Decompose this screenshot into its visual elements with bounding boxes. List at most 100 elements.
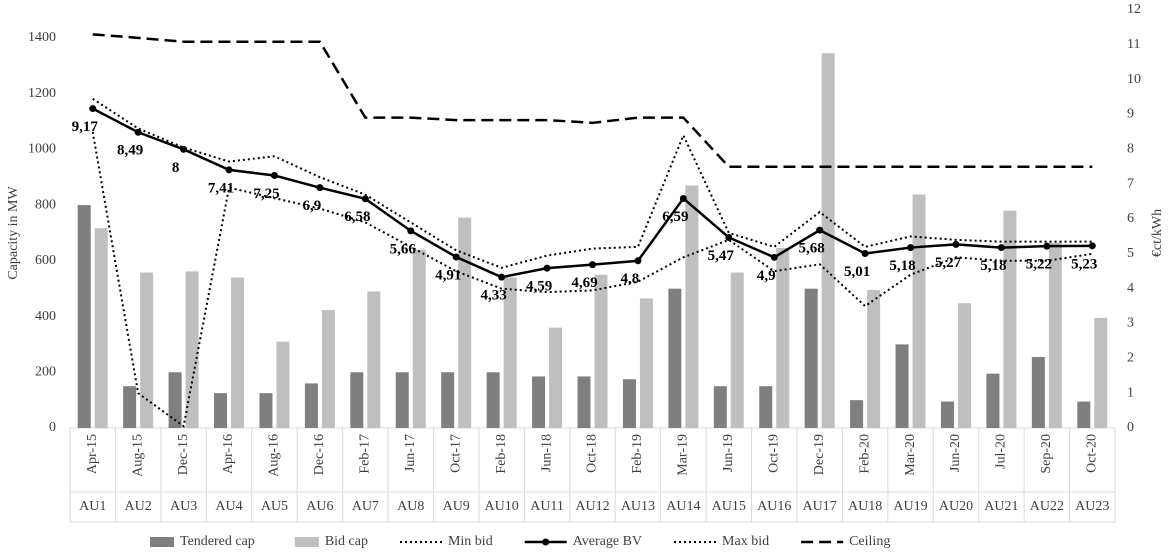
bar	[276, 341, 290, 428]
bar	[1048, 242, 1062, 428]
x-tick-label: Oct-20	[1085, 434, 1100, 473]
y-tick-label: 800	[35, 197, 56, 212]
bar	[577, 376, 591, 428]
auction-label: AU5	[261, 499, 288, 514]
marker	[725, 233, 733, 241]
x-tick-label: Dec-16	[312, 434, 327, 475]
auction-label: AU21	[984, 499, 1018, 514]
data-label: 5,66	[390, 241, 417, 257]
x-tick-label: Apr-15	[85, 434, 100, 474]
y-axis-label: Capacity in MW	[6, 186, 21, 280]
data-label: 6,9	[303, 198, 322, 214]
auction-label: AU19	[893, 499, 927, 514]
bar	[503, 277, 517, 428]
data-label: 5,18	[980, 258, 1006, 274]
y2-axis-label: €ct/kWh	[1150, 209, 1165, 257]
bar	[231, 277, 245, 428]
auction-label: AU22	[1030, 499, 1064, 514]
data-label: 5,01	[844, 264, 870, 280]
marker	[543, 264, 551, 272]
auction-label: AU6	[306, 499, 333, 514]
line	[92, 97, 1093, 269]
bar	[639, 298, 653, 428]
marker	[407, 227, 415, 235]
x-tick-label: Oct-18	[585, 434, 600, 473]
bar	[685, 185, 699, 428]
data-label: 4,9	[757, 268, 776, 284]
y-tick-label: 200	[35, 364, 56, 379]
data-label: 8	[172, 160, 180, 176]
marker	[361, 195, 369, 203]
bar	[986, 373, 1000, 428]
y2-tick-label: 11	[1127, 37, 1140, 52]
marker	[498, 273, 506, 281]
auction-label: AU11	[530, 499, 564, 514]
bar	[594, 274, 608, 428]
bar	[867, 290, 881, 428]
bar	[214, 393, 228, 428]
bar	[713, 386, 727, 428]
y-tick-label: 1200	[28, 86, 56, 101]
y2-tick-label: 7	[1127, 176, 1134, 191]
marker	[89, 105, 97, 113]
x-tick-label: Aug-15	[130, 434, 145, 477]
legend-label: Average BV	[573, 534, 642, 549]
marker	[225, 166, 233, 174]
auction-label: AU18	[848, 499, 882, 514]
bar	[821, 53, 835, 429]
auction-label: AU15	[712, 499, 746, 514]
x-tick-label: Apr-16	[221, 434, 236, 474]
y-tick-label: 1400	[28, 30, 56, 45]
auction-label: AU13	[621, 499, 655, 514]
bar	[912, 194, 926, 428]
marker	[679, 194, 687, 202]
bar	[1077, 401, 1091, 428]
bar	[1003, 210, 1017, 428]
bar	[441, 372, 455, 428]
x-tick-label: Jun-18	[539, 434, 554, 472]
data-label: 5,22	[1026, 257, 1052, 273]
auction-label: AU7	[352, 499, 379, 514]
bar	[77, 205, 91, 428]
y2-tick-label: 4	[1127, 281, 1134, 296]
data-label: 4,91	[435, 267, 461, 283]
x-tick-label: Dec-15	[176, 434, 191, 475]
bar	[1094, 317, 1108, 428]
auction-label: AU17	[803, 499, 837, 514]
marker	[816, 226, 824, 234]
auction-label: AU4	[215, 499, 242, 514]
x-tick-label: Oct-19	[766, 434, 781, 473]
x-tick-label: Oct-17	[448, 434, 463, 473]
bar	[395, 372, 409, 428]
y-tick-label: 600	[35, 253, 56, 268]
bar	[804, 288, 818, 428]
y2-tick-label: 5	[1127, 246, 1134, 261]
legend-label: Min bid	[448, 534, 493, 549]
y2-tick-label: 6	[1127, 211, 1134, 226]
marker	[1043, 242, 1051, 250]
auction-label: AU9	[443, 499, 470, 514]
data-label: 9,17	[72, 119, 99, 135]
x-tick-label: Feb-19	[630, 434, 645, 474]
legend-swatch	[150, 537, 174, 547]
data-label: 7,41	[208, 180, 234, 196]
x-tick-label: Jun-20	[948, 434, 963, 472]
y-tick-label: 1000	[28, 142, 56, 157]
x-tick-label: Feb-18	[494, 434, 509, 474]
auction-label: AU10	[485, 499, 519, 514]
auction-label: AU14	[666, 499, 700, 514]
marker	[952, 240, 960, 248]
data-label: 8,49	[117, 143, 143, 159]
auction-label: AU16	[757, 499, 791, 514]
auction-label: AU8	[397, 499, 424, 514]
line	[92, 107, 1093, 279]
bar	[549, 327, 563, 428]
bar	[940, 401, 954, 428]
bar	[532, 376, 546, 428]
marker	[861, 249, 869, 257]
y-tick-label: 400	[35, 309, 56, 324]
bar	[776, 247, 790, 428]
bar	[168, 372, 182, 428]
marker	[1088, 242, 1096, 250]
